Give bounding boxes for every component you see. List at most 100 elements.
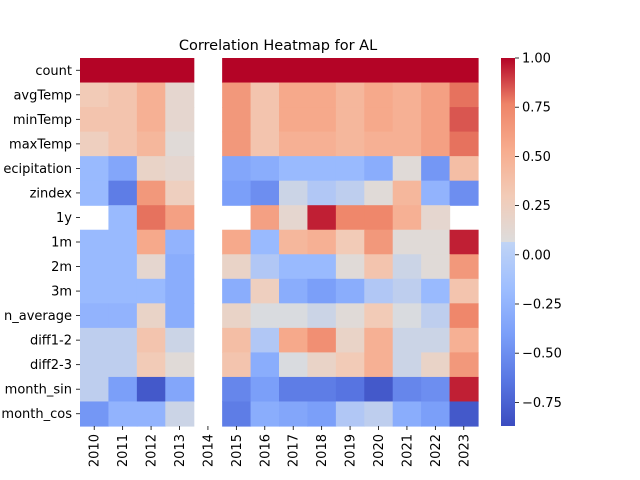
heatmap-cell [335, 156, 365, 182]
heatmap-cell [421, 82, 451, 108]
heatmap-cell [108, 131, 138, 157]
heatmap-cell [307, 82, 337, 108]
heatmap-cell [279, 82, 309, 108]
x-tick-label: 2016 [258, 434, 273, 467]
heatmap-cell [250, 131, 280, 157]
heatmap-cell [250, 229, 280, 255]
heatmap-cell [335, 401, 365, 427]
heatmap-cell [279, 180, 309, 206]
heatmap-cell [449, 278, 479, 304]
y-tick-label: avgTemp [13, 88, 72, 103]
heatmap-cell [364, 303, 394, 329]
heatmap-cell [335, 180, 365, 206]
heatmap-cell [279, 58, 309, 84]
heatmap-cell [165, 352, 195, 378]
x-tick-label: 2020 [372, 434, 387, 467]
heatmap-cell [136, 131, 166, 157]
heatmap-cell [165, 303, 195, 329]
heatmap-cell [136, 352, 166, 378]
heatmap-cell [335, 107, 365, 133]
heatmap-cell [80, 58, 110, 84]
heatmap-cell [108, 254, 138, 280]
y-tick-label: count [35, 64, 72, 79]
heatmap-cell [335, 376, 365, 403]
heatmap-cell [449, 180, 479, 206]
heatmap-cell [165, 107, 195, 133]
y-tick-label: month_cos [1, 407, 72, 422]
heatmap-cell [449, 229, 479, 255]
heatmap-cell [364, 352, 394, 378]
heatmap-cell [165, 131, 195, 157]
colorbar-tick-label: 0.50 [522, 150, 551, 165]
heatmap-cell [392, 131, 422, 157]
heatmap-cell [364, 156, 394, 182]
heatmap-cell [279, 229, 309, 255]
heatmap-cell [80, 401, 110, 427]
heatmap-cell [222, 131, 252, 157]
heatmap-cell [165, 82, 195, 108]
heatmap-cell [449, 107, 479, 133]
heatmap-cell [279, 131, 309, 157]
heatmap-cell [421, 180, 451, 206]
heatmap-cell [449, 82, 479, 108]
heatmap-cell [335, 131, 365, 157]
heatmap-cell [392, 278, 422, 304]
y-tick-label: diff1-2 [30, 334, 72, 349]
heatmap-cell [307, 401, 337, 427]
heatmap-cell [335, 205, 365, 231]
y-tick-label: n_average [4, 309, 72, 324]
heatmap-cell [449, 58, 479, 84]
heatmap-cell [222, 327, 252, 353]
heatmap-cell [136, 82, 166, 108]
heatmap-cell [165, 278, 195, 304]
heatmap-cell [392, 205, 422, 231]
heatmap-cell [335, 229, 365, 255]
colorbar-tick-label: 0.25 [522, 199, 551, 214]
y-tick-label: 1y [56, 211, 72, 226]
y-tick-label: diff2-3 [30, 358, 72, 373]
x-tick-label: 2019 [344, 434, 359, 467]
x-tick-label: 2021 [400, 434, 415, 467]
colorbar-tick-label: 1.00 [522, 52, 551, 67]
heatmap-cell [307, 107, 337, 133]
heatmap-cell [392, 82, 422, 108]
heatmap-cell [80, 327, 110, 353]
heatmap-cell [222, 352, 252, 378]
heatmap-cell [392, 180, 422, 206]
heatmap-cell [392, 254, 422, 280]
x-tick-label: 2018 [315, 434, 330, 467]
heatmap-cell [136, 156, 166, 182]
heatmap-cell [279, 107, 309, 133]
heatmap-cell [108, 82, 138, 108]
heatmap-cell [307, 376, 337, 403]
heatmap-cell [108, 180, 138, 206]
y-tick-label: month_sin [5, 383, 72, 398]
heatmap-cell [80, 278, 110, 304]
heatmap-cell [421, 401, 451, 427]
heatmap-cell [307, 229, 337, 255]
heatmap-cell [222, 229, 252, 255]
heatmap-cell [165, 156, 195, 182]
heatmap-cell [136, 401, 166, 427]
heatmap-cell [279, 303, 309, 329]
heatmap-cell [307, 278, 337, 304]
y-tick-label: 1m [51, 236, 72, 251]
heatmap-cell [279, 352, 309, 378]
heatmap-cell [279, 278, 309, 304]
heatmap-cell [250, 278, 280, 304]
heatmap-cell [80, 303, 110, 329]
heatmap-cell [222, 376, 252, 403]
x-axis-ticks: 2010 2011 2012 2013 2014 2015 2016 2017 2018 2019… [88, 426, 472, 467]
heatmap-cell [307, 254, 337, 280]
heatmap-cell [421, 352, 451, 378]
heatmap-cell [108, 401, 138, 427]
colorbar [501, 58, 515, 426]
heatmap-cell [392, 352, 422, 378]
heatmap-cell [250, 327, 280, 353]
x-tick-label: 2017 [287, 434, 302, 467]
x-tick-label: 2010 [88, 434, 103, 467]
heatmap-cell [108, 352, 138, 378]
heatmap-cell [165, 58, 195, 84]
heatmap-cell [222, 278, 252, 304]
colorbar-ticks: 1.00 0.75 0.50 0.25 0.00 −0.25 −0.50 −0.75 [515, 52, 562, 411]
